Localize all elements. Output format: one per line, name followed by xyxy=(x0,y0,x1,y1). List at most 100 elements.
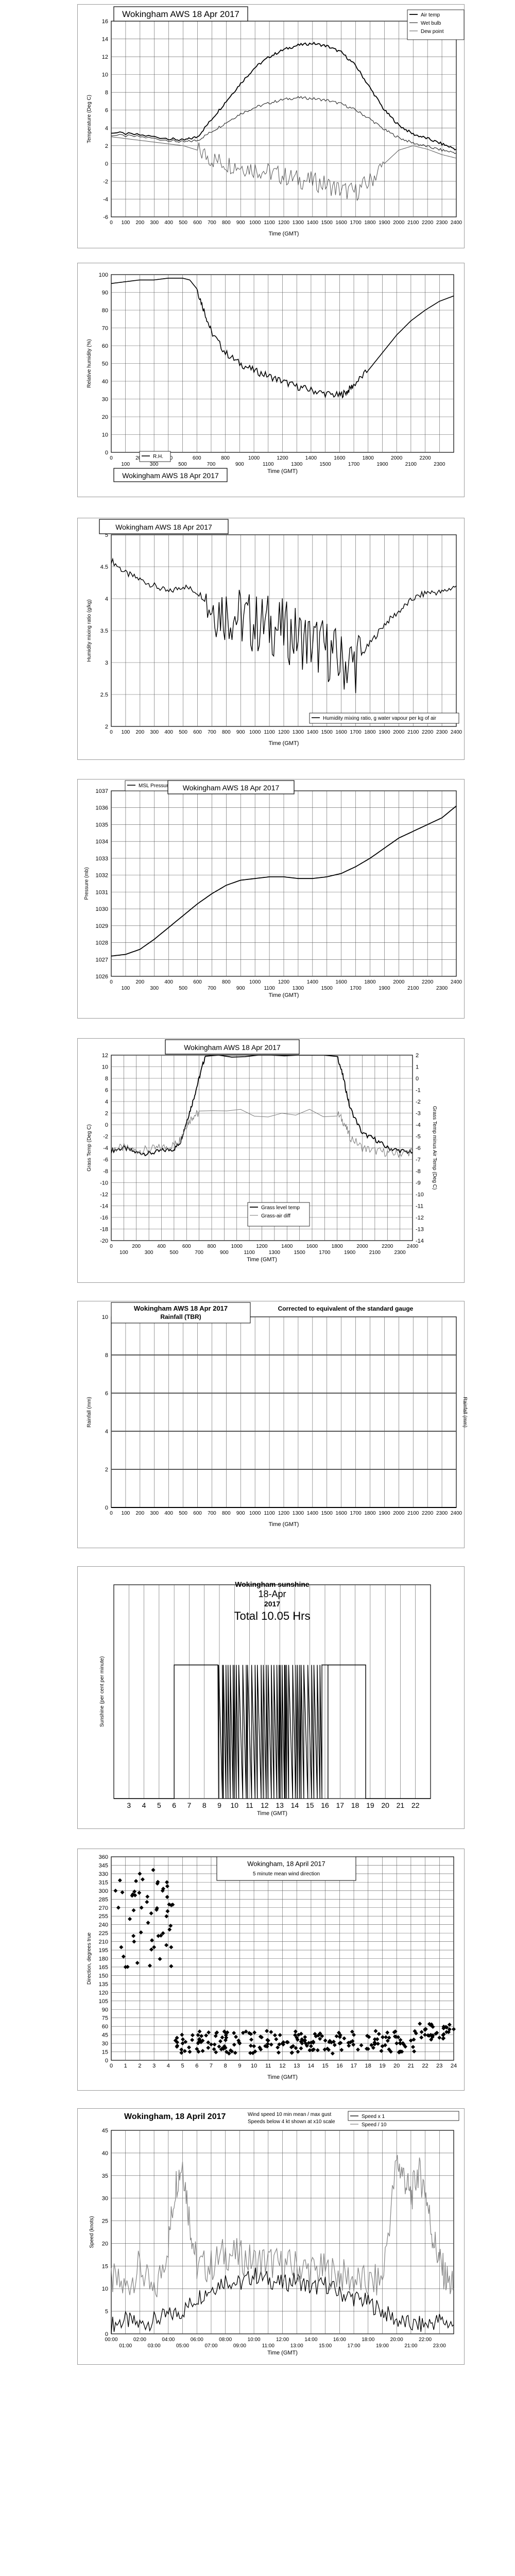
x-tick-label: 1800 xyxy=(364,979,376,985)
scatter-point xyxy=(132,1889,137,1894)
scatter-point xyxy=(303,2035,307,2039)
x-tick-label: 14 xyxy=(308,2063,314,2069)
x-tick-label: 22:00 xyxy=(419,2337,432,2343)
chart-panel-wind-direction: 0 15 30 45 60 75 90 105 120 135 150 165 180 195 210 225… xyxy=(77,1849,465,2091)
scatter-point xyxy=(437,2036,442,2040)
x-tick-label: 800 xyxy=(221,455,230,461)
x-tick-label: 1600 xyxy=(334,455,346,461)
y-tick-label: -2 xyxy=(416,1099,421,1105)
y-tick-label: 10 xyxy=(102,432,108,438)
scatter-point xyxy=(207,2030,211,2035)
y-tick-label: 105 xyxy=(99,1998,108,2005)
scatter-point xyxy=(265,2029,269,2033)
x-tick-label: 21 xyxy=(397,1801,405,1809)
scatter-point xyxy=(306,2041,311,2045)
y-tick-label: -3 xyxy=(416,1111,421,1117)
x-tick-label: 20:00 xyxy=(390,2337,403,2343)
y-tick-label: 90 xyxy=(102,290,108,296)
scatter-point xyxy=(281,2040,286,2044)
x-tick-label: 0 xyxy=(110,979,113,985)
x-tick-label: 21:00 xyxy=(404,2343,417,2349)
x-tick-label: 500 xyxy=(178,462,187,467)
x-tick-label: 1800 xyxy=(363,455,374,461)
scatter-point xyxy=(379,2048,384,2053)
x-tick-label: 2400 xyxy=(451,979,462,985)
y-tick-label: 1031 xyxy=(96,889,108,895)
y-tick-label: -14 xyxy=(416,1238,424,1244)
scatter-point xyxy=(371,2045,375,2050)
scatter-point xyxy=(414,2031,418,2036)
scatter-point xyxy=(367,2035,371,2039)
scatter-point xyxy=(337,2035,342,2039)
x-tick-label: 10 xyxy=(230,1801,238,1809)
scatter-point xyxy=(180,2041,185,2046)
x-tick-label: 5 xyxy=(157,1801,161,1809)
scatter-point xyxy=(396,2035,401,2040)
x-tick-label: 2400 xyxy=(407,1244,419,1249)
x-tick-label: 200 xyxy=(135,1511,144,1516)
y-tick-label: 40 xyxy=(102,2150,108,2157)
chart-panel-grass-temp: 12 10 8 6 4 2 0 -2 -4 -6 -8 -10 -12 -14 -16 -18 -20 2 1 0 -1… xyxy=(77,1038,465,1283)
series-line xyxy=(111,137,457,201)
chart-title: Wokingham, 18 April 2017 xyxy=(124,2112,226,2121)
scatter-point xyxy=(187,2049,192,2054)
legend-box xyxy=(309,713,459,724)
y-tick-label: 120 xyxy=(99,1990,108,1996)
legend-label: MSL Pressure xyxy=(139,783,171,789)
scatter-point xyxy=(232,2030,236,2035)
y-tick-label: 135 xyxy=(99,1981,108,1988)
chart-title-box xyxy=(99,519,229,534)
x-tick-label: 2300 xyxy=(436,220,448,226)
x-tick-label: 1200 xyxy=(278,979,290,985)
chart-subtitle: Wind speed 10 min mean / max gust xyxy=(248,2112,332,2117)
x-tick-label: 200 xyxy=(132,1244,141,1249)
series-line xyxy=(111,1055,413,1157)
x-tick-label: 500 xyxy=(179,1511,187,1516)
x-tick-label: 800 xyxy=(222,730,231,735)
y-tick-label: -8 xyxy=(416,1168,421,1175)
scatter-point xyxy=(295,2038,300,2042)
x-tick-label: 0 xyxy=(110,455,113,461)
x-tick-label: 10 xyxy=(251,2063,257,2069)
scatter-point xyxy=(339,2047,344,2052)
y-tick-label: 2 xyxy=(105,143,108,149)
scatter-point xyxy=(175,2040,180,2044)
chart-panel-temperature: -6 -4 -2 0 2 4 6 8 10 12 14 16 0 100 200 300 400 500 600 70… xyxy=(77,4,465,248)
x-tick-label: 15:00 xyxy=(319,2343,332,2349)
chart-title-box xyxy=(216,1856,356,1881)
x-tick-label: 1300 xyxy=(293,730,304,735)
x-tick-label: 1700 xyxy=(350,986,362,991)
scatter-point xyxy=(220,2035,225,2040)
scatter-point xyxy=(197,2038,202,2042)
scatter-point xyxy=(165,1909,170,1913)
scatter-point xyxy=(401,2042,406,2047)
scatter-point xyxy=(393,2029,398,2034)
scatter-point xyxy=(213,2033,218,2038)
x-tick-label: 700 xyxy=(208,730,216,735)
chart-svg-grass-temp: 121086420-2-4-6-8-10-12-14-16-18-20210-1… xyxy=(87,1039,437,1263)
x-tick-label: 700 xyxy=(195,1250,203,1256)
scatter-point xyxy=(252,2044,256,2048)
x-tick-label: 300 xyxy=(145,1250,153,1256)
scatter-point xyxy=(425,2033,430,2038)
x-tick-label: 100 xyxy=(122,730,130,735)
x-tick-label: 09:00 xyxy=(233,2343,246,2349)
scatter-point xyxy=(139,1930,143,1935)
legend-label: Grass level temp xyxy=(261,1205,300,1211)
x-tick-label: 1500 xyxy=(321,1511,333,1516)
chart-panel-pressure: 1026 1027 1028 1029 1030 1031 1032 1033 1034 1035… xyxy=(77,779,465,1019)
x-tick-label: 700 xyxy=(207,462,216,467)
scatter-point xyxy=(151,1868,156,1872)
x-tick-label: 1600 xyxy=(336,1511,348,1516)
series-line xyxy=(111,805,457,957)
x-tick-label: 1100 xyxy=(264,986,275,991)
x-tick-label: 1500 xyxy=(321,986,333,991)
scatter-point xyxy=(316,2033,320,2038)
legend-label: Air temp xyxy=(421,12,440,18)
x-tick-label: 1300 xyxy=(269,1250,281,1256)
scatter-point xyxy=(332,2043,337,2047)
scatter-point xyxy=(147,1963,152,1968)
x-tick-label: 300 xyxy=(150,1511,159,1516)
scatter-point xyxy=(179,2050,184,2055)
y-tick-label: -6 xyxy=(103,214,108,221)
